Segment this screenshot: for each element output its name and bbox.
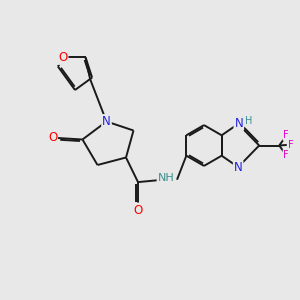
Text: O: O	[48, 131, 57, 144]
Text: F: F	[288, 140, 293, 150]
Text: N: N	[234, 117, 243, 130]
Text: NH: NH	[158, 173, 174, 183]
Text: F: F	[284, 130, 289, 140]
Text: H: H	[245, 116, 252, 127]
Text: N: N	[102, 115, 111, 128]
Text: N: N	[234, 161, 242, 174]
Text: O: O	[134, 203, 142, 217]
Text: F: F	[284, 150, 289, 160]
Text: O: O	[58, 51, 68, 64]
